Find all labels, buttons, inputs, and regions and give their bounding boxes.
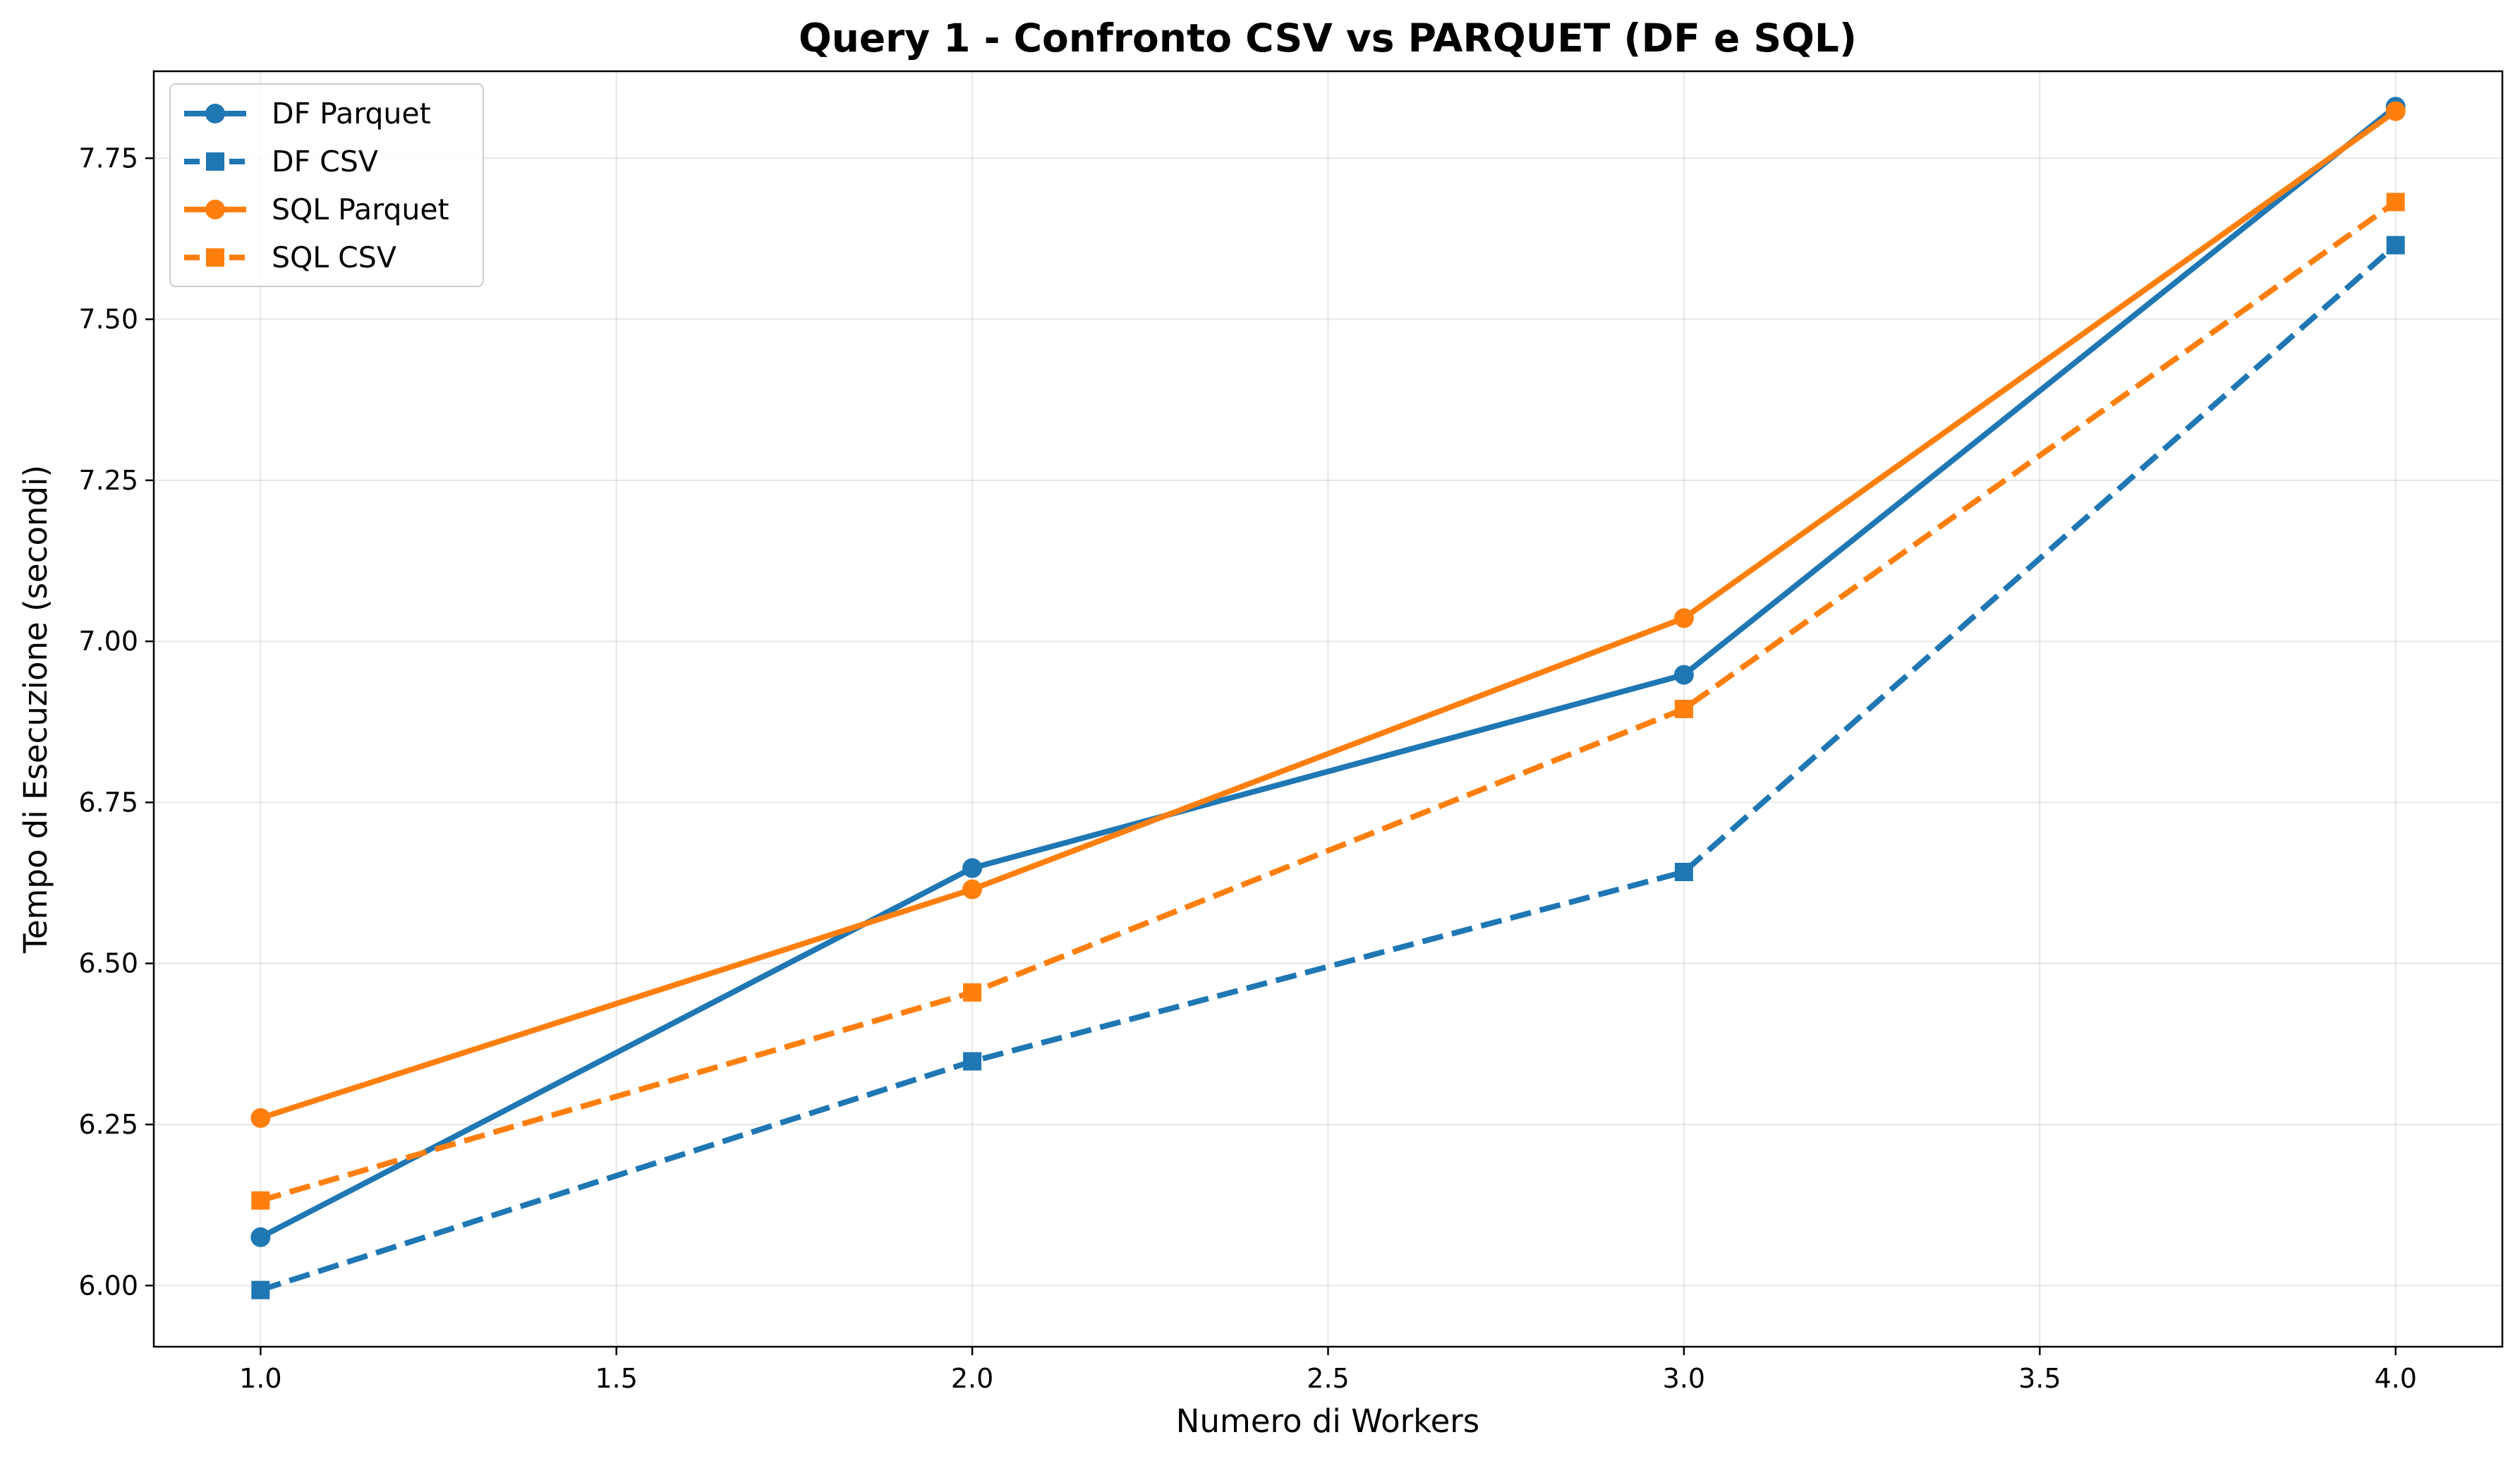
y-tick-label: 7.50 bbox=[78, 304, 138, 335]
legend-marker bbox=[205, 104, 225, 123]
series-line-df-csv bbox=[260, 243, 2398, 1293]
data-point-sql-parquet bbox=[2385, 101, 2406, 121]
legend-marker bbox=[205, 200, 225, 219]
series-sql-parquet bbox=[250, 101, 2406, 1128]
x-tick-label: 4.0 bbox=[2374, 1363, 2416, 1394]
legend-label: DF CSV bbox=[272, 145, 378, 178]
legend-item-sql-csv: SQL CSV bbox=[184, 241, 396, 274]
data-point-df-csv bbox=[2386, 236, 2405, 255]
x-axis: 1.0 1.5 2.0 2.5 3.0 3.5 4.0 bbox=[239, 1347, 2417, 1394]
grid bbox=[154, 71, 2502, 1347]
x-tick-label: 1.5 bbox=[595, 1363, 637, 1394]
x-axis-label: Numero di Workers bbox=[1176, 1402, 1479, 1440]
x-tick-label: 2.0 bbox=[951, 1363, 993, 1394]
x-tick-label: 2.5 bbox=[1307, 1363, 1349, 1394]
data-point-sql-csv bbox=[1674, 700, 1693, 718]
legend: DF Parquet DF CSV SQL Parquet SQL CSV bbox=[169, 83, 484, 287]
y-axis-label: Tempo di Esecuzione (secondi) bbox=[17, 465, 54, 954]
legend-box bbox=[169, 83, 484, 287]
legend-marker bbox=[206, 152, 224, 171]
legend-label: DF Parquet bbox=[272, 97, 431, 131]
series-layer bbox=[250, 97, 2406, 1299]
y-tick-label: 6.25 bbox=[78, 1109, 138, 1140]
data-point-sql-parquet bbox=[1673, 608, 1694, 629]
data-point-df-csv bbox=[251, 1280, 270, 1299]
series-df-parquet bbox=[250, 97, 2406, 1247]
y-tick-label: 6.50 bbox=[78, 948, 138, 979]
y-axis: 6.00 6.25 6.50 6.75 7.00 7.25 7.50 7.75 bbox=[78, 143, 154, 1301]
data-point-sql-csv bbox=[251, 1191, 270, 1210]
x-tick-label: 1.0 bbox=[239, 1363, 281, 1394]
legend-label: SQL Parquet bbox=[272, 193, 449, 226]
series-line-sql-parquet bbox=[260, 109, 2398, 1121]
data-point-df-csv bbox=[963, 1052, 982, 1071]
data-point-sql-parquet bbox=[962, 879, 983, 899]
legend-marker bbox=[206, 248, 224, 267]
series-df-csv bbox=[251, 236, 2405, 1299]
data-point-df-parquet bbox=[250, 1227, 271, 1247]
legend-item-sql-parquet: SQL Parquet bbox=[184, 193, 449, 226]
x-tick-label: 3.0 bbox=[1663, 1363, 1705, 1394]
x-tick-label: 3.5 bbox=[2018, 1363, 2061, 1394]
y-tick-label: 7.75 bbox=[78, 143, 138, 174]
data-point-sql-parquet bbox=[250, 1108, 271, 1128]
legend-label: SQL CSV bbox=[272, 241, 396, 274]
data-point-df-parquet bbox=[1673, 665, 1694, 685]
series-sql-csv bbox=[251, 193, 2405, 1210]
data-point-sql-csv bbox=[963, 983, 982, 1002]
data-point-df-csv bbox=[1674, 863, 1693, 882]
data-point-df-parquet bbox=[962, 858, 983, 878]
series-line-df-parquet bbox=[259, 104, 2398, 1240]
data-point-sql-csv bbox=[2386, 193, 2405, 212]
legend-item-df-csv: DF CSV bbox=[184, 145, 378, 178]
y-tick-label: 6.75 bbox=[78, 787, 138, 818]
y-tick-label: 7.25 bbox=[78, 465, 138, 496]
legend-item-df-parquet: DF Parquet bbox=[184, 97, 431, 131]
y-tick-label: 7.00 bbox=[78, 626, 138, 657]
chart-title: Query 1 - Confronto CSV vs PARQUET (DF e… bbox=[799, 16, 1857, 61]
series-line-sql-csv bbox=[260, 200, 2398, 1204]
y-tick-label: 6.00 bbox=[78, 1270, 138, 1301]
